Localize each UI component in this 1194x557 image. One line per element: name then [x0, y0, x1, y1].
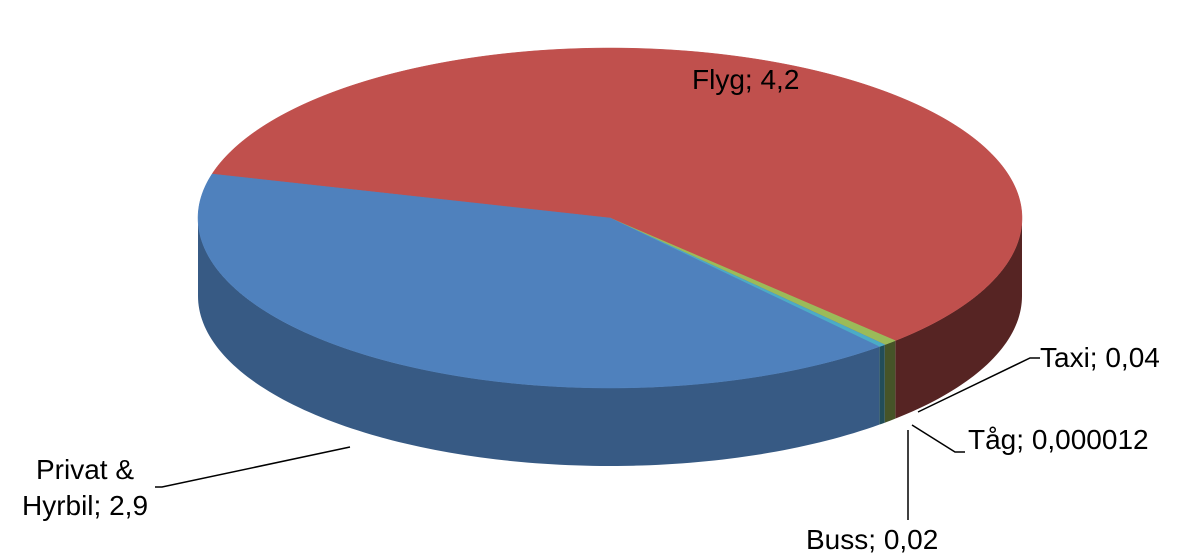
- value-label: 0,04: [1105, 342, 1160, 373]
- leader-line: [917, 357, 1040, 413]
- pie-slice-side: [884, 340, 896, 423]
- category-name: Taxi: [1040, 342, 1090, 373]
- pie-tops: [197, 47, 1023, 389]
- leader-line: [155, 446, 351, 488]
- label-separator: ;: [1089, 342, 1106, 373]
- value-label: 0,000012: [1031, 424, 1149, 455]
- leader-line: [911, 424, 965, 453]
- label-separator: ;: [93, 490, 110, 521]
- label-separator: ;: [744, 64, 761, 95]
- pie-sides: [198, 218, 1022, 466]
- category-name: Buss: [806, 524, 869, 555]
- label-separator: ;: [1016, 424, 1032, 455]
- value-label: 4,2: [760, 64, 800, 95]
- label-separator: ;: [868, 524, 884, 555]
- data-label: Tåg; 0,000012: [968, 422, 1149, 458]
- pie-slice-side: [879, 344, 885, 425]
- pie-slice: [197, 173, 880, 389]
- data-label: Taxi; 0,04: [1040, 340, 1160, 376]
- data-label: Buss; 0,02: [806, 522, 938, 557]
- pie-slice: [211, 47, 1023, 341]
- leader-lines: [155, 357, 1040, 520]
- data-label: Flyg; 4,2: [692, 62, 799, 98]
- category-name: Tåg: [968, 424, 1017, 455]
- category-name: Privat & Hyrbil: [21, 454, 135, 521]
- value-label: 2,9: [109, 490, 149, 521]
- pie-slice-side: [198, 218, 880, 466]
- pie-slice-side: [895, 218, 1022, 419]
- category-name: Flyg: [692, 64, 745, 95]
- value-label: 0,02: [883, 524, 939, 555]
- data-label: Privat & Hyrbil; 2,9: [0, 452, 170, 524]
